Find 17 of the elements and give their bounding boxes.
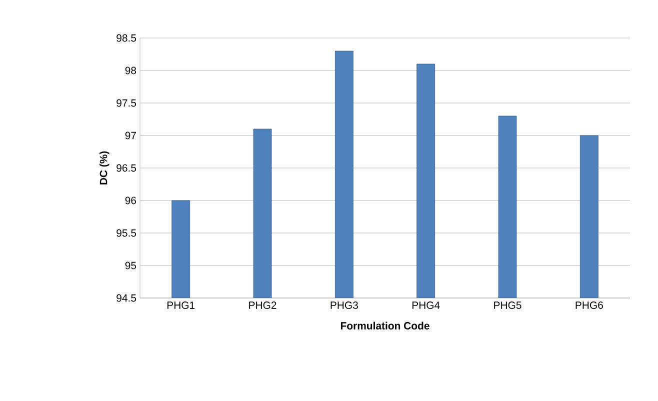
y-tick-label: 95 bbox=[125, 262, 136, 270]
y-tick-label: 97.5 bbox=[116, 99, 136, 107]
x-tick-label: PHG6 bbox=[576, 302, 603, 309]
x-tick-label: PHG5 bbox=[494, 302, 522, 309]
y-tick-label: 95.5 bbox=[116, 229, 136, 237]
y-axis-title: DC (%) bbox=[100, 151, 110, 184]
x-tick-label: PHG3 bbox=[330, 302, 358, 309]
y-tick-label: 98 bbox=[125, 66, 136, 74]
y-tick-label: 98.5 bbox=[116, 34, 136, 42]
y-tick-label: 97 bbox=[125, 132, 136, 140]
x-tick-label: PHG2 bbox=[249, 302, 276, 309]
y-tick-label: 96.5 bbox=[116, 164, 136, 172]
y-tick-label: 94.5 bbox=[116, 294, 136, 302]
x-axis-title: Formulation Code bbox=[340, 322, 430, 330]
x-tick-label: PHG4 bbox=[412, 302, 440, 309]
x-tick-label: PHG1 bbox=[167, 302, 195, 309]
y-tick-label: 96 bbox=[125, 196, 136, 204]
